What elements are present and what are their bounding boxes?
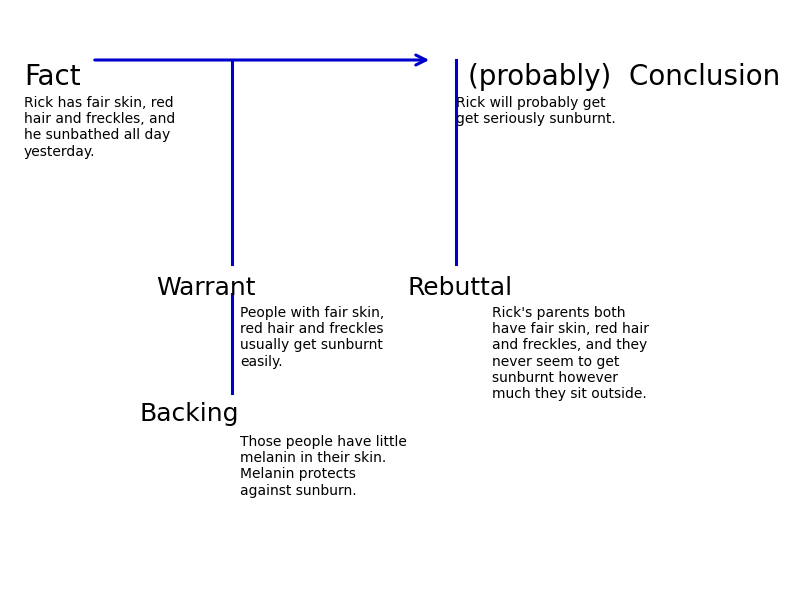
Text: Rick will probably get
get seriously sunburnt.: Rick will probably get get seriously sun… — [456, 96, 616, 126]
Text: Those people have little
melanin in their skin.
Melanin protects
against sunburn: Those people have little melanin in thei… — [240, 435, 407, 497]
Text: Fact: Fact — [24, 63, 81, 91]
Text: Backing: Backing — [140, 402, 239, 426]
Text: People with fair skin,
red hair and freckles
usually get sunburnt
easily.: People with fair skin, red hair and frec… — [240, 306, 384, 368]
Text: Rebuttal: Rebuttal — [408, 276, 513, 300]
Text: (probably)  Conclusion: (probably) Conclusion — [468, 63, 780, 91]
Text: Rick's parents both
have fair skin, red hair
and freckles, and they
never seem t: Rick's parents both have fair skin, red … — [492, 306, 649, 401]
Text: Rick has fair skin, red
hair and freckles, and
he sunbathed all day
yesterday.: Rick has fair skin, red hair and freckle… — [24, 96, 175, 158]
Text: Warrant: Warrant — [156, 276, 255, 300]
